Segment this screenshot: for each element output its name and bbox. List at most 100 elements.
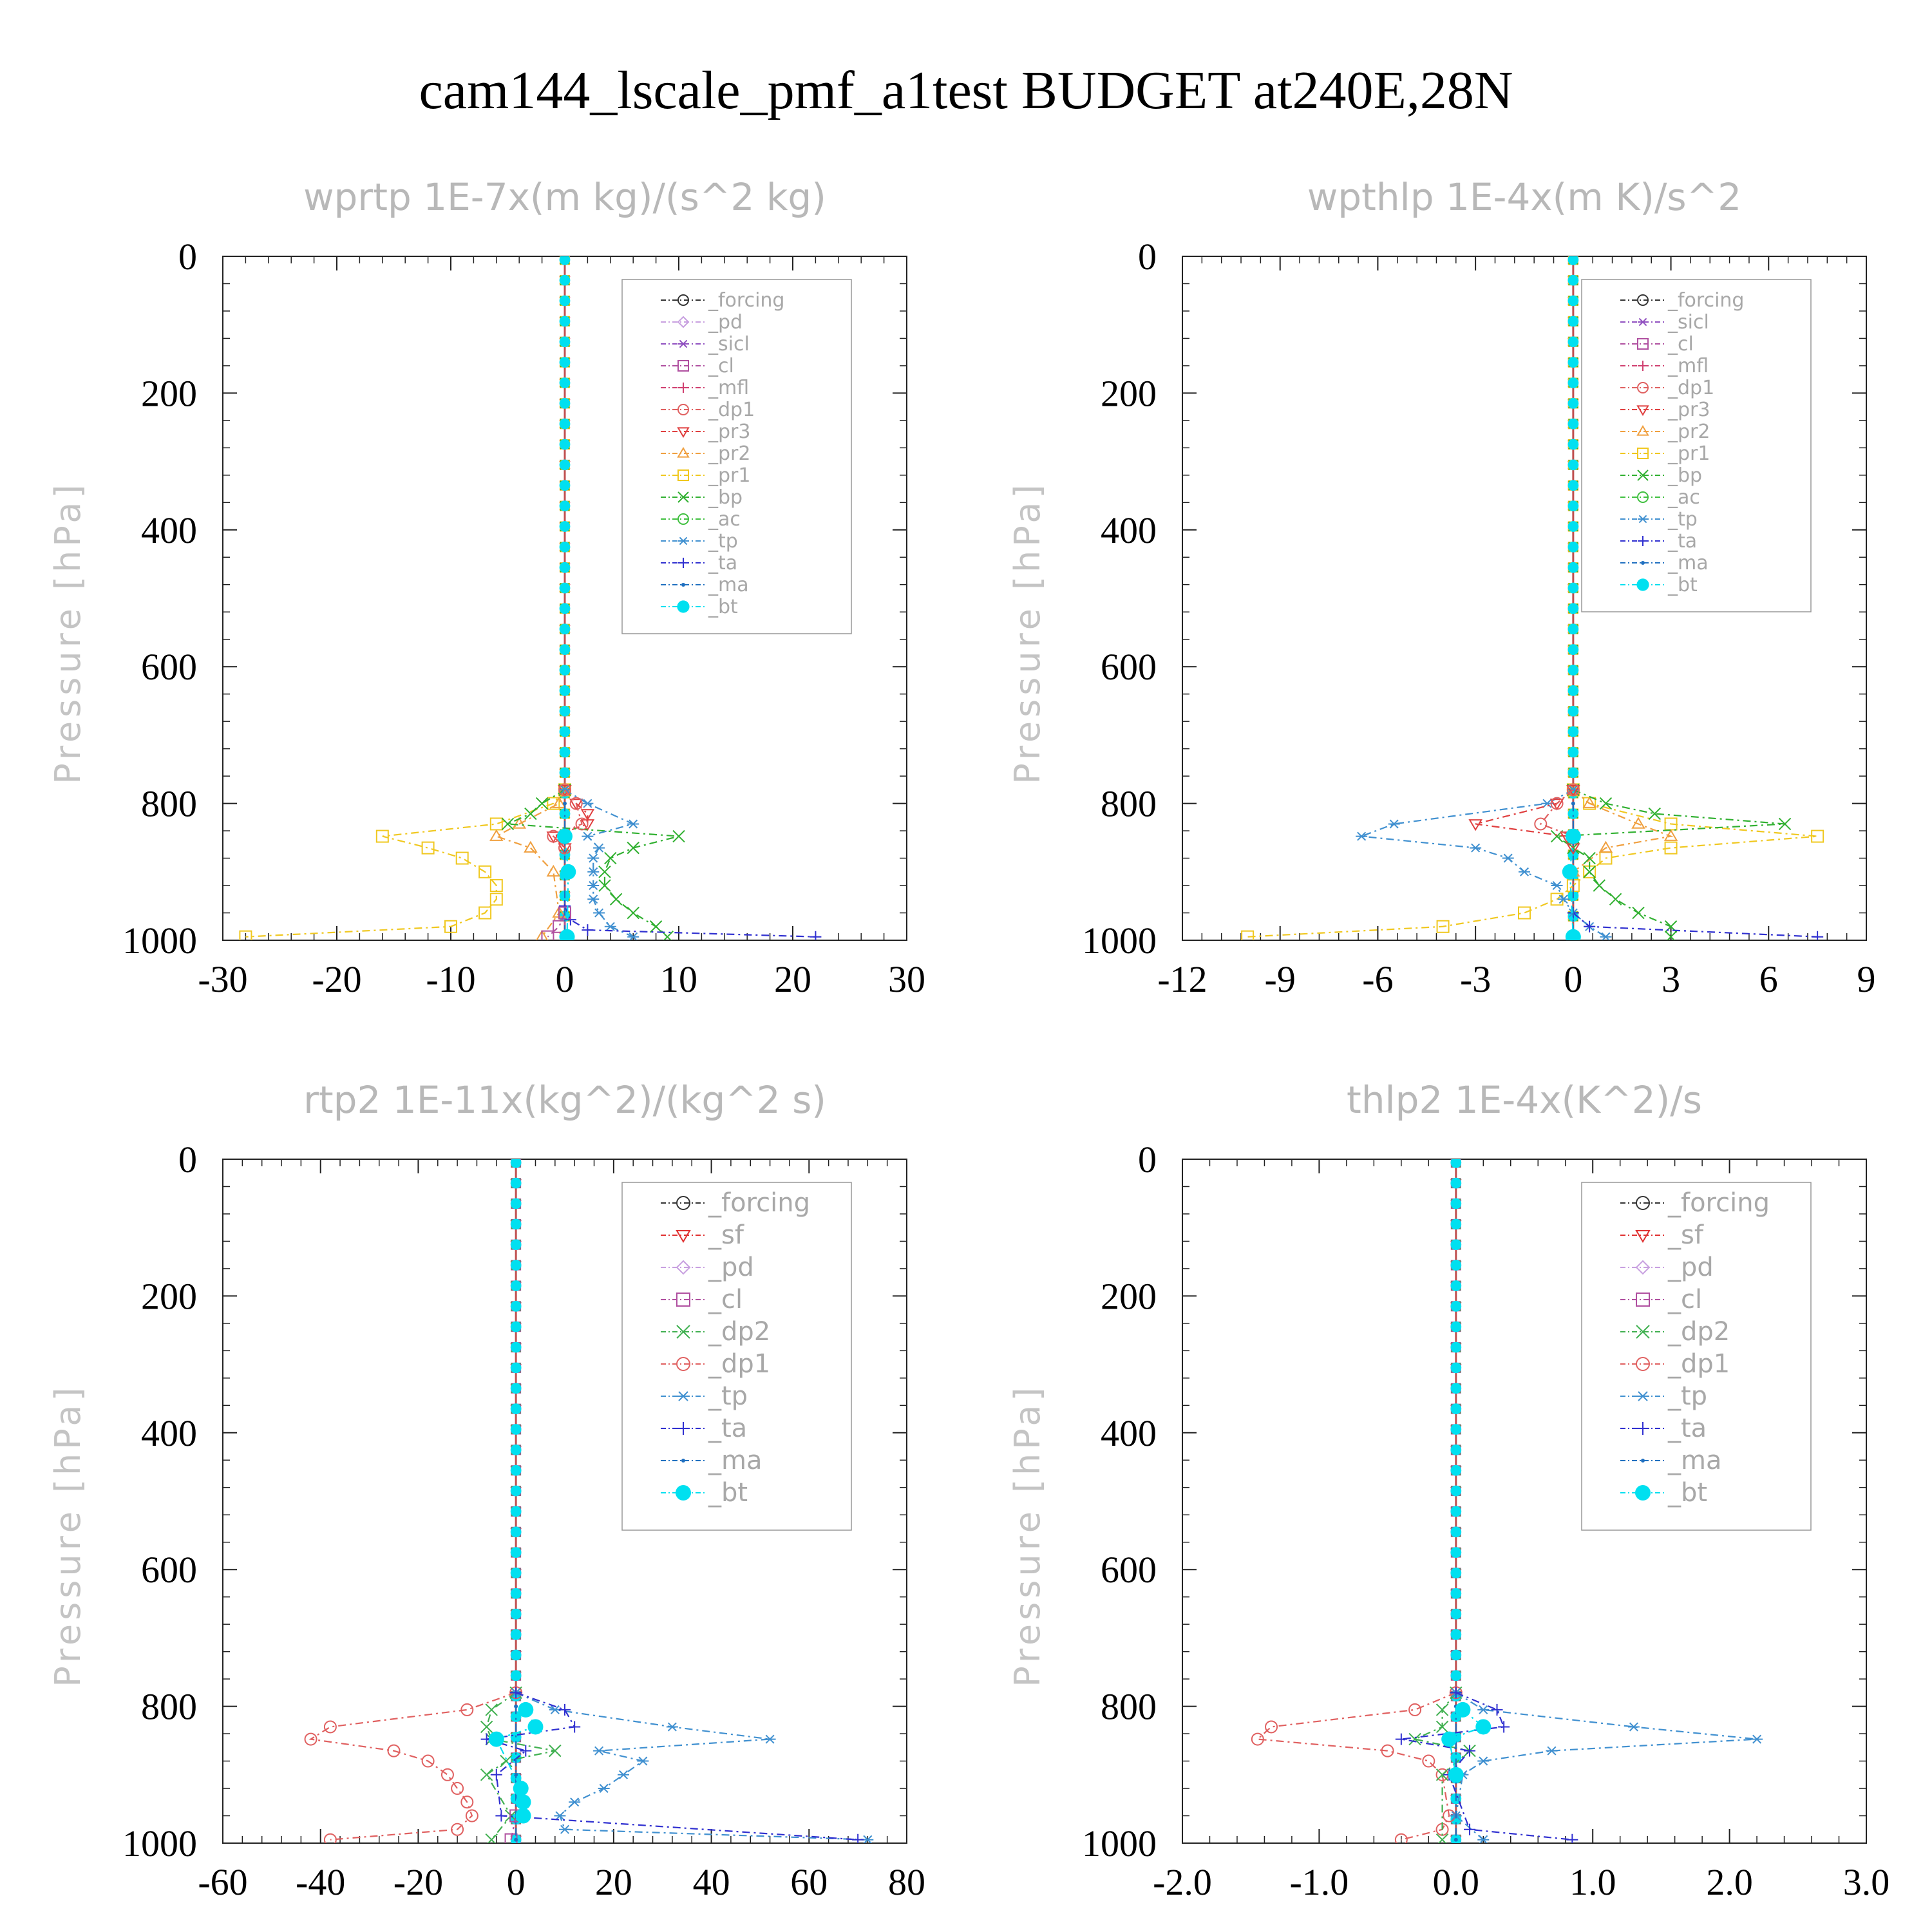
data-point-tp bbox=[618, 1770, 630, 1779]
data-point-pr2 bbox=[1663, 829, 1678, 841]
zero-marker-bt bbox=[1567, 726, 1579, 737]
data-point-ma bbox=[514, 1772, 518, 1777]
data-point-dp1 bbox=[440, 1768, 454, 1781]
data-point-tp bbox=[1551, 881, 1563, 891]
data-point-ma bbox=[514, 1837, 518, 1842]
data-point-pr3 bbox=[580, 809, 595, 821]
y-tick-label: 400 bbox=[141, 509, 197, 551]
panel-title: wprtp 1E-7x(m kg)/(s^2 kg) bbox=[303, 175, 826, 219]
data-point-bp bbox=[501, 817, 515, 831]
plot-area bbox=[239, 256, 822, 940]
zero-marker-bt bbox=[559, 377, 571, 388]
legend-marker-tp bbox=[1636, 1391, 1649, 1401]
zero-marker-bt bbox=[1567, 397, 1579, 409]
data-point-ta bbox=[1498, 1721, 1510, 1733]
data-point-tp bbox=[582, 799, 594, 808]
zero-marker-bt bbox=[1567, 459, 1579, 471]
x-tick-label: -12 bbox=[1157, 958, 1207, 1000]
data-point-dp1 bbox=[1265, 1720, 1278, 1734]
series-line-ta bbox=[564, 905, 816, 938]
data-point-dp1 bbox=[1251, 1732, 1264, 1746]
zero-marker-bt bbox=[1450, 1198, 1462, 1209]
y-tick-label: 200 bbox=[141, 1275, 197, 1317]
zero-marker-bt bbox=[1450, 1444, 1462, 1455]
data-point-bp bbox=[1599, 797, 1613, 810]
zero-marker-bt bbox=[559, 726, 571, 737]
legend-marker-forcing bbox=[677, 294, 689, 306]
zero-marker-bt bbox=[1567, 808, 1579, 819]
x-tick-label: 0 bbox=[1564, 958, 1582, 1000]
x-tick-label: 0.0 bbox=[1433, 1861, 1480, 1903]
data-point-bp bbox=[627, 841, 639, 855]
legend-marker-sicl bbox=[1638, 317, 1648, 327]
x-tick-label: 60 bbox=[790, 1861, 828, 1903]
zero-marker-bt bbox=[1567, 644, 1579, 656]
y-tick-label: 1000 bbox=[1082, 920, 1157, 961]
data-point-cl bbox=[541, 930, 554, 940]
x-tick-label: -30 bbox=[198, 958, 247, 1000]
data-point-dp1 bbox=[465, 1809, 478, 1823]
zero-marker-bt bbox=[510, 1341, 522, 1353]
data-point-dp1 bbox=[569, 797, 583, 810]
legend-marker-ma bbox=[681, 1459, 685, 1463]
legend-marker-tp bbox=[677, 1391, 690, 1401]
y-tick-label: 200 bbox=[141, 372, 197, 414]
legend-label: _pd bbox=[708, 1253, 754, 1282]
zero-marker-bt bbox=[1450, 1424, 1462, 1435]
plot-frame bbox=[222, 1159, 907, 1844]
y-tick-label: 400 bbox=[141, 1412, 197, 1454]
x-tick-label: -2.0 bbox=[1153, 1861, 1212, 1903]
zero-marker-bt bbox=[1450, 1403, 1462, 1415]
data-point-ta bbox=[490, 1768, 502, 1781]
legend-label: _ta bbox=[708, 1414, 747, 1443]
legend-marker-tp bbox=[678, 536, 688, 545]
data-point-pr2 bbox=[1631, 817, 1645, 829]
legend-marker-ta bbox=[1636, 1422, 1649, 1435]
zero-marker-bt bbox=[510, 1239, 522, 1251]
x-tick-label: 80 bbox=[888, 1861, 925, 1903]
y-tick-label: 200 bbox=[1101, 372, 1157, 414]
x-tick-label: -60 bbox=[198, 1861, 247, 1903]
zero-marker-bt bbox=[1450, 1485, 1462, 1497]
y-tick-label: 800 bbox=[1101, 1686, 1157, 1728]
zero-marker-bt bbox=[1567, 439, 1579, 450]
data-point-tp bbox=[549, 1705, 561, 1714]
data-point-pr1 bbox=[478, 906, 492, 920]
legend-marker-pd bbox=[676, 1260, 691, 1275]
legend-marker-dp1 bbox=[1637, 382, 1649, 393]
zero-marker-bt bbox=[559, 562, 571, 573]
data-point-pr3 bbox=[558, 785, 572, 797]
data-point-bt bbox=[1475, 1719, 1492, 1735]
x-tick-label: -40 bbox=[296, 1861, 345, 1903]
data-point-dp2 bbox=[485, 1703, 498, 1716]
data-point-dp2 bbox=[1435, 1833, 1449, 1843]
data-point-dp1 bbox=[1422, 1754, 1435, 1768]
y-tick-label: 1000 bbox=[122, 1823, 197, 1864]
data-point-dp2 bbox=[1435, 1703, 1449, 1716]
zero-marker-bt bbox=[1567, 623, 1579, 635]
data-point-bt bbox=[560, 864, 576, 880]
data-point-tp bbox=[637, 1756, 649, 1766]
data-point-pr1 bbox=[489, 893, 503, 906]
data-point-dp1 bbox=[451, 1823, 464, 1836]
data-point-bp bbox=[604, 851, 617, 865]
data-point-pr3 bbox=[569, 799, 583, 811]
data-point-tp bbox=[1519, 867, 1530, 876]
plot-frame bbox=[1182, 1159, 1867, 1844]
data-point-ta bbox=[1566, 1833, 1578, 1843]
legend-label: _cl bbox=[1667, 1285, 1702, 1314]
legend-label: _ma bbox=[708, 574, 749, 596]
legend-marker-mfl bbox=[1638, 361, 1648, 371]
zero-marker-bt bbox=[510, 1526, 522, 1538]
zero-marker-bt bbox=[559, 336, 571, 348]
data-point-dp1 bbox=[1550, 797, 1564, 810]
zero-marker-bt bbox=[510, 1260, 522, 1271]
legend-label: _dp1 bbox=[1667, 1349, 1730, 1379]
legend-label: _dp1 bbox=[1667, 377, 1714, 399]
zero-marker-bt bbox=[559, 685, 571, 696]
data-point-tp bbox=[1546, 1746, 1558, 1756]
plot-frame bbox=[1182, 256, 1867, 941]
zero-marker-bt bbox=[1450, 1608, 1462, 1620]
zero-marker-bt bbox=[1450, 1177, 1462, 1189]
data-point-pr2 bbox=[1598, 840, 1613, 853]
